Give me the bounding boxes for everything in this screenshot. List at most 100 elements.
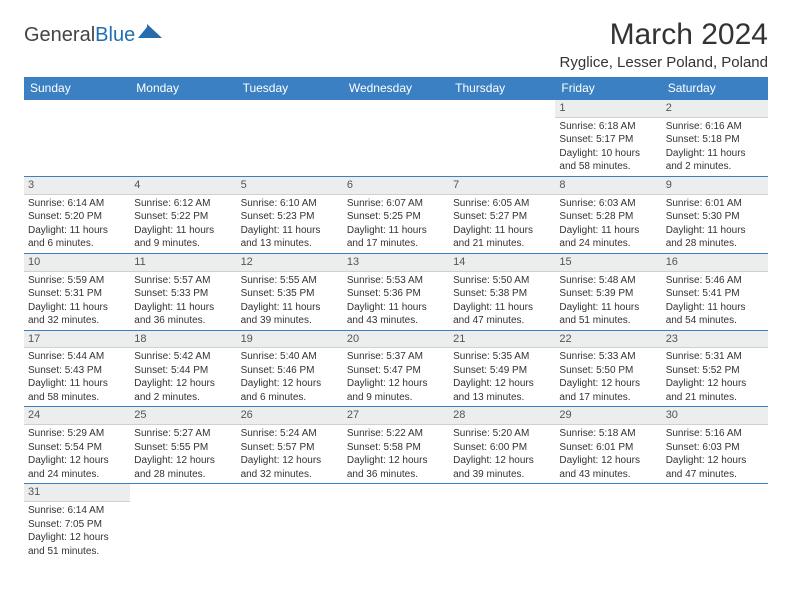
sunrise-text: Sunrise: 5:20 AM bbox=[453, 427, 551, 441]
calendar-cell: 22Sunrise: 5:33 AMSunset: 5:50 PMDayligh… bbox=[555, 330, 661, 407]
daylight-text: Daylight: 11 hours and 13 minutes. bbox=[241, 224, 339, 251]
day-number bbox=[130, 100, 236, 102]
calendar-cell: 30Sunrise: 5:16 AMSunset: 6:03 PMDayligh… bbox=[662, 407, 768, 484]
day-number: 22 bbox=[555, 331, 661, 349]
calendar-cell bbox=[343, 484, 449, 560]
sunset-text: Sunset: 5:17 PM bbox=[559, 133, 657, 147]
sunset-text: Sunset: 5:20 PM bbox=[28, 210, 126, 224]
calendar-cell: 1Sunrise: 6:18 AMSunset: 5:17 PMDaylight… bbox=[555, 100, 661, 177]
daylight-text: Daylight: 12 hours and 32 minutes. bbox=[241, 454, 339, 481]
daylight-text: Daylight: 12 hours and 47 minutes. bbox=[666, 454, 764, 481]
daylight-text: Daylight: 11 hours and 39 minutes. bbox=[241, 301, 339, 328]
day-details: Sunrise: 5:35 AMSunset: 5:49 PMDaylight:… bbox=[449, 348, 555, 406]
day-number: 3 bbox=[24, 177, 130, 195]
daylight-text: Daylight: 12 hours and 24 minutes. bbox=[28, 454, 126, 481]
day-details: Sunrise: 6:03 AMSunset: 5:28 PMDaylight:… bbox=[555, 195, 661, 253]
weekday-header: Thursday bbox=[449, 77, 555, 100]
flag-icon bbox=[138, 24, 164, 47]
weekday-header-row: Sunday Monday Tuesday Wednesday Thursday… bbox=[24, 77, 768, 100]
sunrise-text: Sunrise: 6:12 AM bbox=[134, 197, 232, 211]
day-details: Sunrise: 5:40 AMSunset: 5:46 PMDaylight:… bbox=[237, 348, 343, 406]
daylight-text: Daylight: 11 hours and 54 minutes. bbox=[666, 301, 764, 328]
calendar-cell: 13Sunrise: 5:53 AMSunset: 5:36 PMDayligh… bbox=[343, 253, 449, 330]
sunrise-text: Sunrise: 6:18 AM bbox=[559, 120, 657, 134]
sunset-text: Sunset: 5:55 PM bbox=[134, 441, 232, 455]
calendar-cell: 6Sunrise: 6:07 AMSunset: 5:25 PMDaylight… bbox=[343, 176, 449, 253]
sunrise-text: Sunrise: 5:53 AM bbox=[347, 274, 445, 288]
day-number: 5 bbox=[237, 177, 343, 195]
calendar-cell: 3Sunrise: 6:14 AMSunset: 5:20 PMDaylight… bbox=[24, 176, 130, 253]
day-details: Sunrise: 5:16 AMSunset: 6:03 PMDaylight:… bbox=[662, 425, 768, 483]
calendar-cell: 16Sunrise: 5:46 AMSunset: 5:41 PMDayligh… bbox=[662, 253, 768, 330]
daylight-text: Daylight: 11 hours and 6 minutes. bbox=[28, 224, 126, 251]
calendar-cell: 4Sunrise: 6:12 AMSunset: 5:22 PMDaylight… bbox=[130, 176, 236, 253]
daylight-text: Daylight: 12 hours and 6 minutes. bbox=[241, 377, 339, 404]
day-details: Sunrise: 6:05 AMSunset: 5:27 PMDaylight:… bbox=[449, 195, 555, 253]
sunset-text: Sunset: 5:33 PM bbox=[134, 287, 232, 301]
title-block: March 2024 Ryglice, Lesser Poland, Polan… bbox=[560, 18, 768, 71]
sunrise-text: Sunrise: 5:29 AM bbox=[28, 427, 126, 441]
calendar-cell bbox=[449, 100, 555, 177]
sunrise-text: Sunrise: 5:40 AM bbox=[241, 350, 339, 364]
sunset-text: Sunset: 5:52 PM bbox=[666, 364, 764, 378]
daylight-text: Daylight: 12 hours and 13 minutes. bbox=[453, 377, 551, 404]
sunrise-text: Sunrise: 5:16 AM bbox=[666, 427, 764, 441]
sunset-text: Sunset: 5:54 PM bbox=[28, 441, 126, 455]
calendar-row: 31Sunrise: 6:14 AMSunset: 7:05 PMDayligh… bbox=[24, 484, 768, 560]
brand-logo: GeneralBlue bbox=[24, 18, 164, 47]
daylight-text: Daylight: 11 hours and 24 minutes. bbox=[559, 224, 657, 251]
sunrise-text: Sunrise: 5:46 AM bbox=[666, 274, 764, 288]
day-details: Sunrise: 5:33 AMSunset: 5:50 PMDaylight:… bbox=[555, 348, 661, 406]
calendar-cell: 20Sunrise: 5:37 AMSunset: 5:47 PMDayligh… bbox=[343, 330, 449, 407]
day-number bbox=[24, 100, 130, 102]
day-number: 18 bbox=[130, 331, 236, 349]
sunrise-text: Sunrise: 5:57 AM bbox=[134, 274, 232, 288]
sunrise-text: Sunrise: 6:07 AM bbox=[347, 197, 445, 211]
day-details: Sunrise: 5:37 AMSunset: 5:47 PMDaylight:… bbox=[343, 348, 449, 406]
sunrise-text: Sunrise: 5:18 AM bbox=[559, 427, 657, 441]
day-number: 19 bbox=[237, 331, 343, 349]
day-details: Sunrise: 6:14 AMSunset: 5:20 PMDaylight:… bbox=[24, 195, 130, 253]
calendar-cell: 24Sunrise: 5:29 AMSunset: 5:54 PMDayligh… bbox=[24, 407, 130, 484]
sunrise-text: Sunrise: 5:24 AM bbox=[241, 427, 339, 441]
weekday-header: Monday bbox=[130, 77, 236, 100]
day-details: Sunrise: 5:22 AMSunset: 5:58 PMDaylight:… bbox=[343, 425, 449, 483]
calendar-row: 24Sunrise: 5:29 AMSunset: 5:54 PMDayligh… bbox=[24, 407, 768, 484]
page-title: March 2024 bbox=[560, 18, 768, 52]
sunrise-text: Sunrise: 5:31 AM bbox=[666, 350, 764, 364]
calendar-cell: 28Sunrise: 5:20 AMSunset: 6:00 PMDayligh… bbox=[449, 407, 555, 484]
calendar-cell bbox=[555, 484, 661, 560]
day-details: Sunrise: 6:12 AMSunset: 5:22 PMDaylight:… bbox=[130, 195, 236, 253]
sunset-text: Sunset: 5:57 PM bbox=[241, 441, 339, 455]
daylight-text: Daylight: 11 hours and 9 minutes. bbox=[134, 224, 232, 251]
day-details: Sunrise: 5:20 AMSunset: 6:00 PMDaylight:… bbox=[449, 425, 555, 483]
calendar-cell: 15Sunrise: 5:48 AMSunset: 5:39 PMDayligh… bbox=[555, 253, 661, 330]
sunrise-text: Sunrise: 5:50 AM bbox=[453, 274, 551, 288]
sunset-text: Sunset: 5:31 PM bbox=[28, 287, 126, 301]
calendar-cell bbox=[449, 484, 555, 560]
calendar-cell bbox=[130, 100, 236, 177]
sunset-text: Sunset: 5:41 PM bbox=[666, 287, 764, 301]
calendar-cell bbox=[24, 100, 130, 177]
calendar-body: 1Sunrise: 6:18 AMSunset: 5:17 PMDaylight… bbox=[24, 100, 768, 561]
day-details: Sunrise: 5:24 AMSunset: 5:57 PMDaylight:… bbox=[237, 425, 343, 483]
location-subtitle: Ryglice, Lesser Poland, Poland bbox=[560, 54, 768, 71]
daylight-text: Daylight: 11 hours and 28 minutes. bbox=[666, 224, 764, 251]
day-number: 11 bbox=[130, 254, 236, 272]
sunrise-text: Sunrise: 6:03 AM bbox=[559, 197, 657, 211]
sunrise-text: Sunrise: 5:33 AM bbox=[559, 350, 657, 364]
sunrise-text: Sunrise: 5:42 AM bbox=[134, 350, 232, 364]
sunrise-text: Sunrise: 6:05 AM bbox=[453, 197, 551, 211]
day-number: 15 bbox=[555, 254, 661, 272]
daylight-text: Daylight: 12 hours and 36 minutes. bbox=[347, 454, 445, 481]
day-details: Sunrise: 6:16 AMSunset: 5:18 PMDaylight:… bbox=[662, 118, 768, 176]
day-number bbox=[343, 484, 449, 486]
calendar-cell: 25Sunrise: 5:27 AMSunset: 5:55 PMDayligh… bbox=[130, 407, 236, 484]
sunset-text: Sunset: 5:49 PM bbox=[453, 364, 551, 378]
day-details: Sunrise: 5:57 AMSunset: 5:33 PMDaylight:… bbox=[130, 272, 236, 330]
day-number: 31 bbox=[24, 484, 130, 502]
calendar-cell: 7Sunrise: 6:05 AMSunset: 5:27 PMDaylight… bbox=[449, 176, 555, 253]
sunset-text: Sunset: 5:27 PM bbox=[453, 210, 551, 224]
day-number: 6 bbox=[343, 177, 449, 195]
daylight-text: Daylight: 11 hours and 58 minutes. bbox=[28, 377, 126, 404]
